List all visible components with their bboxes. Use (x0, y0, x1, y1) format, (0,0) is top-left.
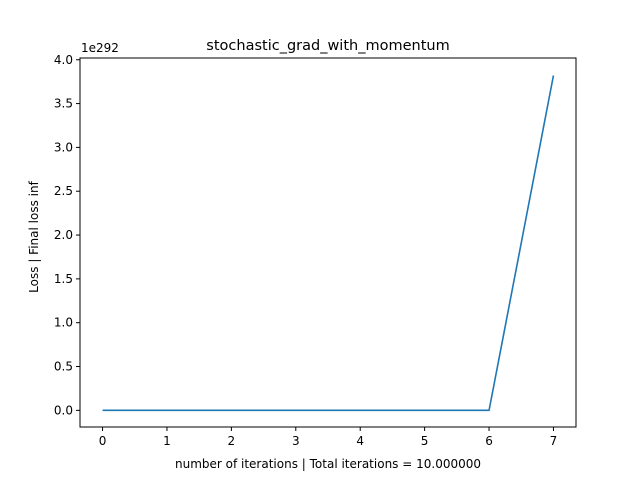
x-tick-label: 4 (356, 434, 364, 448)
y-tick-label: 3.0 (54, 140, 73, 154)
x-tick-label: 6 (485, 434, 493, 448)
series-line-0 (102, 75, 555, 412)
x-tick-label: 1 (163, 434, 171, 448)
x-tick-label: 7 (550, 434, 558, 448)
y-tick-label: 2.0 (54, 228, 73, 242)
y-tick-label: 2.5 (54, 184, 73, 198)
y-tick-label: 0.0 (54, 403, 73, 417)
x-tick-label: 3 (292, 434, 300, 448)
chart-title: stochastic_grad_with_momentum (206, 38, 449, 54)
x-tick-label: 5 (421, 434, 429, 448)
y-tick-label: 0.5 (54, 360, 73, 374)
y-tick-label: 1.5 (54, 272, 73, 286)
x-axis-label: number of iterations | Total iterations … (175, 457, 481, 471)
y-axis-offset-label: 1e292 (81, 41, 119, 55)
x-tick-label: 2 (228, 434, 236, 448)
axes-frame (79, 57, 577, 428)
y-tick-label: 1.0 (54, 316, 73, 330)
y-tick-label: 4.0 (54, 53, 73, 67)
plot-area: 0 1 2 3 4 5 6 7 0.0 0.5 1.0 1.5 2.0 2.5 3.0 3.5 4.0 (54, 53, 577, 448)
y-axis-label: Loss | Final loss inf (27, 180, 41, 292)
x-tick-label: 0 (99, 434, 107, 448)
y-tick-label: 3.5 (54, 97, 73, 111)
